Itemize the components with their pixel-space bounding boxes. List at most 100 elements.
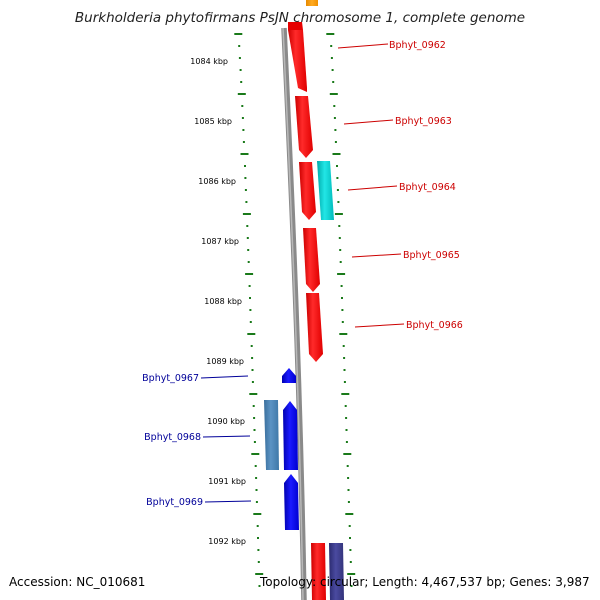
gene-bphyt-0963[interactable] <box>295 96 313 158</box>
gene-label[interactable]: Bphyt_0963 <box>395 116 452 127</box>
ruler-label: 1084 kbp <box>190 57 228 66</box>
ruler-major-tick <box>253 513 262 515</box>
ruler-major-tick <box>341 393 350 395</box>
ruler-minor-tick <box>247 261 250 263</box>
ruler-minor-tick <box>257 561 260 563</box>
ruler-major-tick <box>237 93 246 95</box>
ruler-minor-tick <box>247 249 250 251</box>
ruler-minor-tick <box>255 489 258 491</box>
ruler-label: 1092 kbp <box>208 537 246 546</box>
ruler-label: 1090 kbp <box>207 417 245 426</box>
feature-steelblue <box>264 400 279 470</box>
gene-bphyt-0962-top <box>288 22 303 30</box>
ruler-minor-tick <box>252 405 255 407</box>
ruler-minor-tick <box>346 465 349 467</box>
gene-label[interactable]: Bphyt_0967 <box>142 373 199 384</box>
ruler-minor-tick <box>255 501 258 503</box>
gene-bphyt-0965[interactable] <box>303 228 320 292</box>
gene-bphyt-0962[interactable] <box>288 30 307 92</box>
ruler-major-tick <box>240 153 249 155</box>
ruler-minor-tick <box>249 309 252 311</box>
ruler-minor-tick <box>338 237 341 239</box>
ruler-minor-tick <box>334 141 337 143</box>
gene-label[interactable]: Bphyt_0966 <box>406 320 463 331</box>
ruler-minor-tick <box>330 57 333 59</box>
gene-bphyt-0968[interactable] <box>283 401 298 470</box>
gene-label[interactable]: Bphyt_0962 <box>389 40 446 51</box>
ruler-minor-tick <box>249 297 251 299</box>
ruler-minor-tick <box>347 489 350 491</box>
ruler-minor-tick <box>246 237 249 239</box>
gene-label[interactable]: Bphyt_0964 <box>399 182 456 193</box>
ruler-minor-tick <box>242 141 245 143</box>
ruler-minor-tick <box>239 69 242 71</box>
ruler-major-tick <box>345 513 354 515</box>
ruler-label: 1087 kbp <box>201 237 239 246</box>
feature-navy-bottom <box>329 543 344 600</box>
ruler-minor-tick <box>331 69 334 71</box>
ruler-major-tick <box>255 573 264 575</box>
gene-label[interactable]: Bphyt_0969 <box>146 497 203 508</box>
ruler-major-tick <box>329 93 338 95</box>
ruler-major-tick <box>249 393 258 395</box>
ruler-minor-tick <box>254 465 257 467</box>
ruler-minor-tick <box>348 525 351 527</box>
ruler-minor-tick <box>332 81 335 83</box>
ruler-minor-tick <box>341 297 343 299</box>
ruler-major-tick <box>332 153 341 155</box>
ruler-minor-tick <box>336 177 339 179</box>
ruler-minor-tick <box>333 105 336 107</box>
ruler-minor-tick <box>258 585 261 587</box>
ruler-major-tick <box>339 333 348 335</box>
ruler-minor-tick <box>257 549 260 551</box>
genome-backbone <box>281 27 307 600</box>
genome-backbone-highlight <box>282 27 304 600</box>
ruler-major-tick <box>234 33 243 35</box>
ruler-minor-tick <box>244 189 247 191</box>
ruler-minor-tick <box>257 537 259 539</box>
accession-text: Accession: NC_010681 <box>9 575 146 589</box>
ruler-minor-tick <box>347 477 350 479</box>
ruler-minor-tick <box>330 45 333 47</box>
ruler-major-tick <box>251 453 260 455</box>
ruler-minor-tick <box>244 177 247 179</box>
gene-bphyt-0964[interactable] <box>299 162 316 220</box>
gene-label[interactable]: Bphyt_0965 <box>403 250 460 261</box>
gene-bphyt-0969[interactable] <box>284 474 299 530</box>
ruler-minor-tick <box>250 345 253 347</box>
ruler-ticks-left <box>234 33 264 587</box>
ruler-minor-tick <box>349 549 352 551</box>
gene-label[interactable]: Bphyt_0968 <box>144 432 201 443</box>
ruler-minor-tick <box>251 381 254 383</box>
ruler-minor-tick <box>253 429 256 431</box>
ruler-minor-tick <box>240 81 243 83</box>
ruler-minor-tick <box>341 321 344 323</box>
ruler-major-tick <box>326 33 335 35</box>
ruler-minor-tick <box>256 525 259 527</box>
ruler-minor-tick <box>340 285 343 287</box>
ruler-minor-tick <box>244 165 246 167</box>
ruler-minor-tick <box>251 357 254 359</box>
ruler-minor-tick <box>342 345 345 347</box>
ruler-minor-tick <box>253 441 256 443</box>
gene-bphyt-0966[interactable] <box>306 293 323 362</box>
ruler-label: 1088 kbp <box>204 297 242 306</box>
genome-summary: Topology: circular; Length: 4,467,537 bp… <box>260 575 590 589</box>
ruler-minor-tick <box>238 57 241 59</box>
ruler-minor-tick <box>336 165 338 167</box>
ruler-minor-tick <box>347 501 350 503</box>
ruler-label: 1089 kbp <box>206 357 244 366</box>
ruler-minor-tick <box>350 585 353 587</box>
ruler-minor-tick <box>339 249 342 251</box>
feature-orange <box>306 0 318 6</box>
ruler-minor-tick <box>245 201 248 203</box>
ruler-minor-tick <box>241 117 244 119</box>
ruler-minor-tick <box>343 357 346 359</box>
ruler-minor-tick <box>251 369 254 371</box>
ruler-minor-tick <box>333 117 336 119</box>
gene-labels: Bphyt_0962 Bphyt_0963 Bphyt_0964 Bphyt_0… <box>142 40 463 508</box>
ruler-major-tick <box>337 273 346 275</box>
gene-bphyt-0967[interactable] <box>282 368 296 383</box>
feature-cyan <box>317 161 334 220</box>
